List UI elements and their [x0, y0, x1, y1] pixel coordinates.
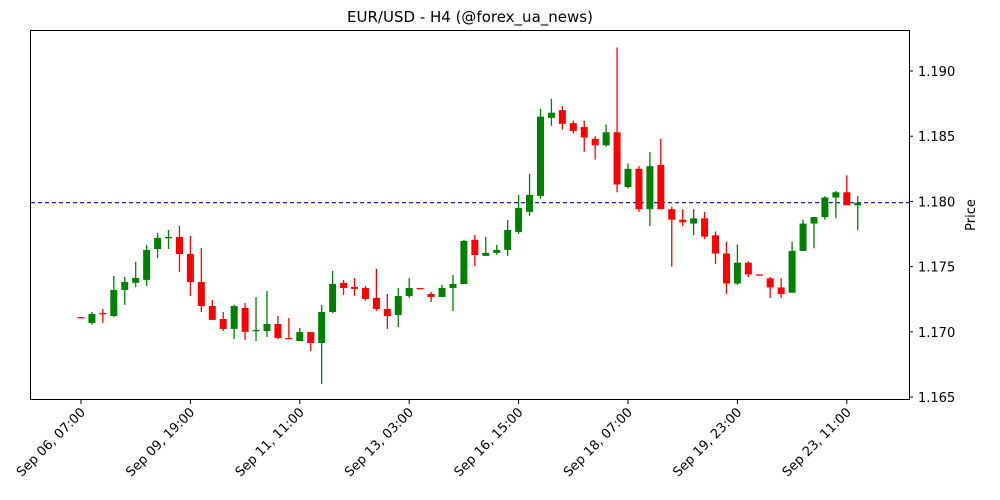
candle	[88, 311, 96, 326]
candle	[526, 173, 534, 216]
chart-title: EUR/USD - H4 (@forex_ua_news)	[347, 8, 593, 27]
candle	[121, 276, 129, 305]
candle	[843, 175, 851, 206]
candle	[821, 196, 829, 220]
candle	[810, 217, 818, 249]
candle	[427, 291, 435, 302]
candle	[733, 244, 741, 285]
candle	[657, 138, 665, 210]
x-tick-label: Sep 23, 11:00	[780, 405, 855, 480]
candle	[208, 299, 216, 320]
candle	[252, 296, 260, 342]
candle	[416, 287, 424, 290]
candle	[536, 108, 544, 199]
candle	[175, 225, 183, 272]
candle	[383, 293, 391, 329]
candle	[329, 270, 337, 314]
candle	[143, 244, 151, 286]
x-tick-label: Sep 11, 11:00	[233, 405, 308, 480]
candle	[132, 261, 140, 287]
x-tick-label: Sep 06, 07:00	[14, 405, 89, 480]
candle	[613, 47, 621, 193]
candle	[351, 277, 358, 296]
candle	[471, 234, 479, 266]
candle	[635, 166, 643, 212]
candle	[722, 241, 730, 294]
candle	[186, 235, 194, 296]
x-tick-label: Sep 13, 03:00	[342, 405, 417, 480]
candle	[766, 277, 774, 298]
y-tick-label: 1.180	[918, 195, 955, 210]
candle	[482, 236, 490, 256]
x-tick-label: Sep 16, 15:00	[452, 405, 527, 480]
x-tick-label: Sep 18, 07:00	[561, 405, 636, 480]
candle	[744, 261, 752, 278]
candle	[504, 219, 512, 256]
y-tick-label: 1.175	[918, 261, 955, 276]
candle	[701, 211, 709, 240]
candle	[438, 284, 446, 297]
candle	[340, 279, 348, 295]
candle	[318, 304, 326, 384]
candle	[712, 231, 720, 264]
candle	[110, 275, 118, 317]
candle	[263, 290, 271, 338]
candle	[154, 232, 162, 258]
candle	[394, 287, 402, 327]
plot-frame	[30, 30, 910, 400]
candle	[165, 229, 173, 249]
candle	[493, 244, 501, 255]
candle	[405, 277, 413, 298]
candle	[799, 219, 807, 251]
candle	[854, 196, 862, 231]
candle	[219, 311, 227, 332]
candle	[832, 190, 840, 219]
x-tick-label: Sep 09, 19:00	[123, 405, 198, 480]
candle	[788, 241, 796, 293]
candle	[777, 278, 785, 298]
candle	[307, 332, 315, 351]
candle	[99, 308, 107, 323]
candle	[624, 163, 632, 189]
candle	[296, 328, 304, 342]
x-axis: Sep 06, 07:00 Sep 09, 19:00 Sep 11, 11:00 S…	[14, 400, 855, 480]
candle	[197, 247, 205, 312]
candle	[241, 302, 249, 341]
candle	[558, 106, 566, 130]
candle	[361, 285, 369, 301]
candle	[755, 274, 763, 276]
candle	[460, 239, 468, 284]
y-tick-label: 1.170	[918, 326, 955, 341]
candle	[285, 317, 293, 340]
candle	[515, 194, 523, 234]
candle	[646, 151, 654, 227]
candle	[230, 304, 238, 339]
x-tick-label: Sep 19, 23:00	[670, 405, 745, 480]
candle	[372, 268, 380, 311]
candle	[569, 120, 577, 134]
y-tick-label: 1.185	[918, 130, 955, 145]
candle	[274, 316, 282, 339]
candle	[547, 98, 555, 126]
candles-group	[77, 47, 862, 384]
y-tick-label: 1.165	[918, 391, 955, 406]
y-axis: 1.165 1.170 1.175 1.180 1.185 1.190	[909, 65, 955, 406]
candle	[591, 136, 599, 160]
candle	[668, 206, 676, 267]
y-tick-label: 1.190	[918, 65, 955, 80]
candle	[679, 209, 687, 227]
candle	[602, 124, 610, 147]
candle	[580, 120, 588, 152]
candle	[77, 317, 85, 319]
y-axis-label: Price	[964, 199, 979, 231]
candle	[449, 274, 457, 311]
candle	[690, 209, 698, 236]
